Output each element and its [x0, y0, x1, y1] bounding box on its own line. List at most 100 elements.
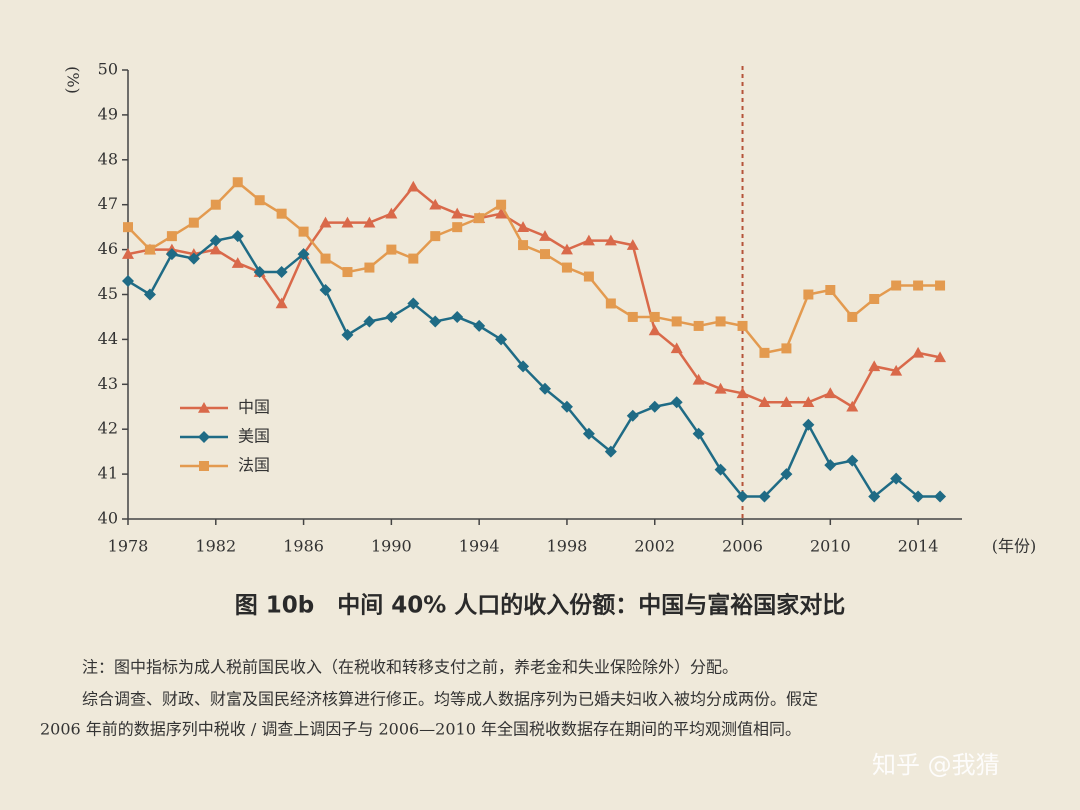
- marker: [209, 234, 222, 247]
- marker: [583, 271, 594, 282]
- marker: [495, 333, 508, 346]
- x-tick-label: 1978: [108, 537, 149, 556]
- marker: [604, 234, 617, 246]
- marker: [341, 216, 354, 228]
- marker: [803, 289, 814, 300]
- marker: [408, 253, 419, 264]
- y-tick-label: 48: [98, 149, 118, 168]
- marker: [781, 343, 792, 354]
- marker: [474, 213, 485, 224]
- marker: [254, 195, 265, 206]
- marker: [517, 221, 530, 232]
- marker: [122, 248, 134, 259]
- y-tick-label: 41: [98, 464, 118, 483]
- marker: [626, 239, 639, 250]
- marker: [891, 280, 902, 291]
- marker: [122, 275, 134, 288]
- marker: [188, 217, 199, 228]
- marker: [385, 310, 398, 323]
- marker: [298, 226, 309, 237]
- marker: [869, 293, 880, 304]
- marker: [737, 320, 748, 331]
- marker: [670, 342, 683, 354]
- marker: [429, 315, 442, 328]
- x-tick-label: 1994: [459, 537, 500, 556]
- marker: [385, 207, 398, 219]
- marker: [868, 490, 881, 503]
- marker: [802, 396, 815, 408]
- legend-label: 法国: [238, 456, 270, 475]
- marker: [890, 364, 903, 376]
- marker: [780, 468, 793, 481]
- marker: [386, 244, 397, 255]
- marker: [715, 316, 726, 327]
- marker: [209, 243, 222, 255]
- marker: [341, 328, 354, 341]
- y-tick-label: 46: [98, 239, 118, 258]
- marker: [429, 198, 442, 210]
- marker: [363, 315, 376, 328]
- marker: [561, 262, 572, 273]
- marker: [714, 463, 727, 476]
- marker: [626, 409, 639, 422]
- marker: [473, 319, 486, 332]
- marker: [802, 418, 815, 431]
- chart-title: 图 10b 中间 40% 人口的收入份额：中国与富裕国家对比: [235, 592, 846, 619]
- marker: [582, 234, 595, 246]
- x-tick-label: 1986: [283, 537, 324, 556]
- marker: [166, 231, 177, 242]
- marker: [847, 311, 858, 322]
- note-line: 2006 年前的数据序列中税收 / 调查上调因子与 2006—2010 年全国税…: [40, 720, 801, 739]
- marker: [123, 222, 133, 233]
- marker: [342, 267, 353, 278]
- marker: [144, 244, 155, 255]
- marker: [518, 240, 529, 251]
- marker: [780, 396, 793, 408]
- marker: [670, 396, 683, 409]
- marker: [846, 454, 859, 467]
- marker: [934, 490, 947, 503]
- marker: [825, 285, 836, 296]
- marker: [648, 324, 661, 336]
- marker: [319, 216, 332, 228]
- x-tick-label: 1998: [547, 537, 588, 556]
- marker: [934, 351, 947, 363]
- watermark: 知乎 @我猜: [872, 751, 1000, 779]
- marker: [451, 310, 464, 323]
- y-tick-label: 50: [98, 60, 118, 79]
- marker: [210, 199, 221, 210]
- marker: [912, 346, 925, 358]
- note-line: 注：图中指标为成人税前国民收入（在税收和转移支付之前，养老金和失业保险除外）分配…: [82, 658, 738, 677]
- y-tick-label: 42: [98, 419, 118, 438]
- marker: [496, 199, 507, 210]
- marker: [143, 288, 156, 301]
- marker: [736, 387, 749, 399]
- marker: [319, 284, 332, 297]
- marker: [430, 231, 441, 242]
- legend-label: 美国: [238, 427, 270, 446]
- x-tick-label: 2014: [898, 537, 939, 556]
- marker: [364, 262, 375, 273]
- y-tick-label: 44: [98, 329, 118, 348]
- marker: [692, 427, 705, 440]
- marker: [692, 373, 705, 385]
- marker: [452, 222, 463, 233]
- x-tick-label: 2002: [634, 537, 675, 556]
- marker: [649, 311, 660, 322]
- x-tick-label: 2010: [810, 537, 851, 556]
- legend-marker: [198, 402, 210, 413]
- marker: [913, 280, 924, 291]
- marker: [935, 280, 946, 291]
- y-tick-label: 40: [98, 509, 118, 528]
- marker: [560, 400, 573, 413]
- marker: [648, 400, 661, 413]
- marker: [275, 266, 288, 279]
- marker: [363, 216, 376, 228]
- y-axis-label: (%): [64, 66, 83, 94]
- y-tick-label: 45: [98, 284, 118, 303]
- marker: [824, 387, 837, 399]
- marker: [495, 207, 508, 219]
- marker: [231, 230, 244, 243]
- marker: [604, 445, 617, 458]
